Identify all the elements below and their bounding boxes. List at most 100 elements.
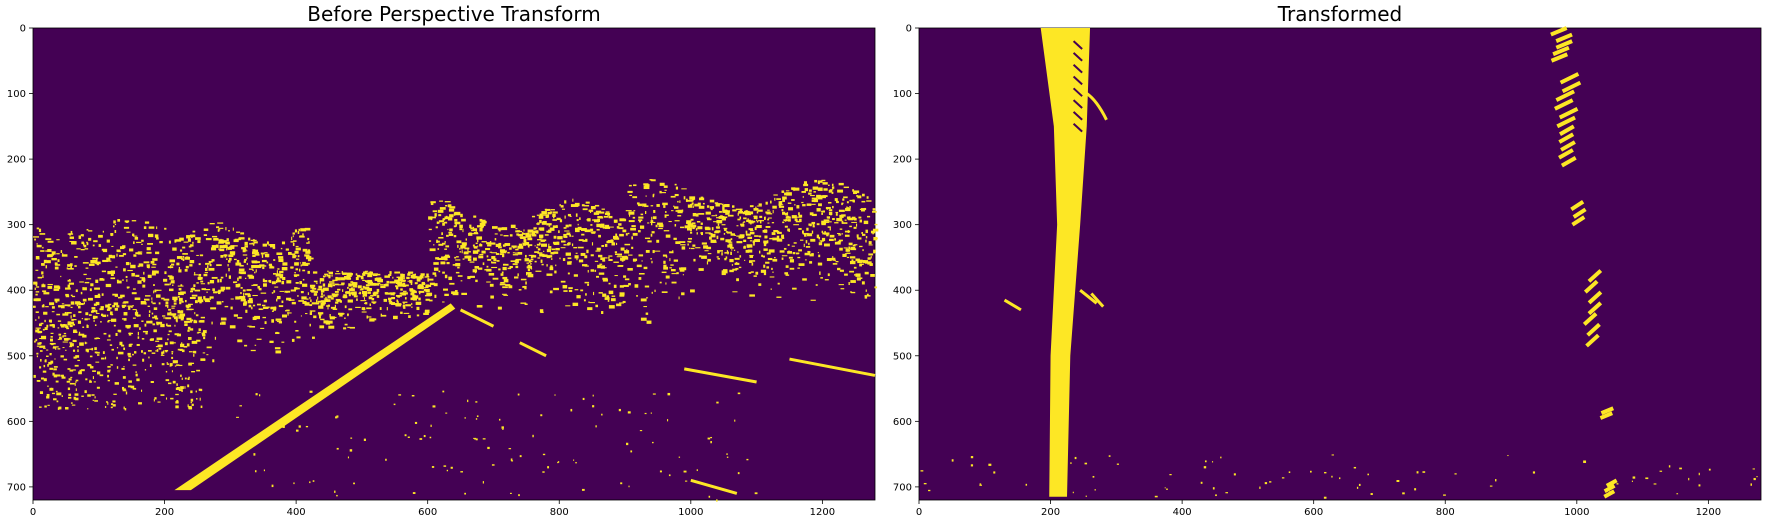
edge-speckle [91, 307, 96, 310]
edge-speckle [575, 229, 580, 233]
edge-speckle [846, 252, 851, 254]
edge-speckle [217, 222, 224, 224]
edge-speckle [305, 250, 311, 254]
edge-speckle [503, 235, 509, 237]
edge-speckle [236, 416, 239, 418]
speckle [1108, 455, 1111, 457]
edge-speckle [151, 297, 153, 300]
edge-speckle [187, 326, 191, 330]
edge-speckle [188, 376, 190, 379]
edge-speckle [82, 287, 87, 291]
edge-speckle [580, 228, 587, 231]
edge-speckle [62, 341, 68, 343]
edge-speckle [673, 259, 679, 262]
edge-speckle [51, 392, 55, 395]
edge-speckle [756, 219, 758, 222]
edge-speckle [194, 272, 196, 276]
edge-speckle [434, 274, 437, 277]
edge-speckle [576, 219, 579, 222]
edge-speckle [565, 252, 571, 256]
edge-speckle [492, 277, 499, 280]
edge-speckle [54, 374, 56, 376]
edge-speckle [92, 257, 99, 260]
edge-speckle [192, 287, 194, 289]
edge-speckle [508, 285, 513, 289]
speckle [1281, 477, 1285, 479]
edge-speckle [791, 199, 795, 201]
edge-speckle [691, 197, 695, 201]
edge-speckle [822, 210, 826, 213]
edge-speckle [208, 267, 215, 271]
edge-speckle [116, 366, 119, 369]
edge-speckle [102, 259, 108, 263]
edge-speckle [132, 288, 136, 290]
edge-speckle [697, 202, 701, 206]
edge-speckle [820, 277, 823, 279]
edge-speckle [361, 311, 367, 313]
edge-speckle [386, 280, 390, 284]
edge-speckle [205, 267, 208, 272]
x-tick-label: 1200 [810, 507, 835, 518]
edge-speckle [65, 407, 69, 410]
edge-speckle [45, 265, 48, 269]
edge-speckle [67, 323, 72, 326]
edge-speckle [214, 336, 217, 340]
edge-speckle [380, 313, 382, 317]
edge-speckle [278, 321, 282, 324]
edge-speckle [523, 229, 525, 232]
edge-speckle [539, 234, 544, 238]
edge-speckle [139, 277, 144, 279]
edge-speckle [155, 346, 159, 348]
edge-speckle [821, 230, 824, 234]
edge-speckle [602, 259, 606, 262]
edge-speckle [309, 390, 313, 393]
edge-speckle [275, 318, 278, 321]
edge-speckle [416, 276, 423, 280]
edge-speckle [223, 244, 228, 249]
edge-speckle [810, 194, 815, 197]
edge-speckle [753, 242, 755, 246]
edge-speckle [217, 290, 221, 293]
edge-speckle [445, 204, 448, 207]
edge-speckle [249, 326, 256, 328]
edge-speckle [165, 301, 169, 305]
edge-speckle [395, 303, 399, 306]
edge-speckle [774, 197, 776, 201]
edge-speckle [183, 345, 188, 348]
edge-speckle [238, 271, 245, 274]
right-lane-dash [459, 308, 495, 328]
edge-speckle [457, 266, 460, 269]
edge-speckle [428, 216, 433, 220]
edge-speckle [834, 222, 839, 224]
right-lane-dash [1570, 200, 1585, 212]
right-lane-dash [1585, 333, 1600, 348]
edge-speckle [311, 302, 317, 305]
speckle [1632, 476, 1636, 479]
edge-speckle [107, 319, 111, 322]
edge-speckle [595, 250, 601, 252]
edge-speckle [304, 263, 309, 266]
edge-speckle [523, 238, 527, 243]
edge-speckle [652, 194, 655, 198]
edge-speckle [117, 296, 123, 299]
edge-speckle [593, 212, 600, 215]
edge-speckle [172, 360, 178, 364]
edge-speckle [735, 267, 739, 270]
edge-speckle [708, 495, 711, 498]
edge-speckle [739, 234, 745, 238]
edge-speckle [397, 301, 399, 303]
edge-speckle [835, 211, 839, 213]
edge-speckle [351, 291, 356, 295]
edge-speckle [247, 294, 251, 298]
edge-speckle [677, 215, 682, 217]
edge-speckle [254, 271, 256, 274]
speckle [1094, 489, 1096, 491]
edge-speckle [647, 240, 652, 243]
edge-speckle [172, 247, 177, 251]
edge-speckle [464, 492, 467, 495]
edge-speckle [260, 252, 265, 255]
edge-speckle [849, 216, 851, 219]
edge-speckle [805, 259, 807, 261]
edge-speckle [332, 295, 336, 298]
edge-speckle [51, 324, 55, 327]
